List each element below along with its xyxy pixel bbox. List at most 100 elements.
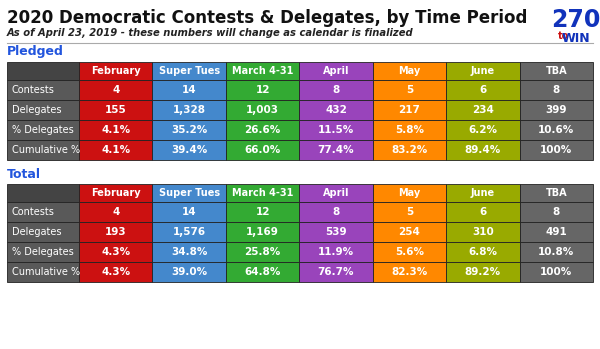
Bar xyxy=(7,140,79,160)
Text: Cumulative %: Cumulative % xyxy=(12,267,80,277)
Bar xyxy=(520,100,593,120)
Bar xyxy=(226,100,299,120)
Bar xyxy=(299,120,373,140)
Text: 8: 8 xyxy=(332,85,340,95)
Bar xyxy=(373,62,446,80)
Bar xyxy=(446,140,520,160)
Text: % Delegates: % Delegates xyxy=(12,125,74,135)
Text: 270: 270 xyxy=(551,8,600,32)
Text: WIN: WIN xyxy=(562,31,590,45)
Bar xyxy=(373,222,446,242)
Text: % Delegates: % Delegates xyxy=(12,247,74,257)
Text: 155: 155 xyxy=(105,105,127,115)
Text: Contests: Contests xyxy=(12,207,55,217)
Text: 6.2%: 6.2% xyxy=(469,125,497,135)
Bar xyxy=(373,262,446,282)
Text: 77.4%: 77.4% xyxy=(317,145,355,155)
Text: May: May xyxy=(398,188,421,198)
Text: 5: 5 xyxy=(406,207,413,217)
Bar xyxy=(299,80,373,100)
Text: 12: 12 xyxy=(256,207,270,217)
Bar xyxy=(446,120,520,140)
Text: 100%: 100% xyxy=(540,267,572,277)
Bar xyxy=(446,202,520,222)
Bar xyxy=(7,100,79,120)
Bar xyxy=(152,80,226,100)
Text: 8: 8 xyxy=(332,207,340,217)
Text: 1,328: 1,328 xyxy=(173,105,206,115)
Text: 4.1%: 4.1% xyxy=(101,145,130,155)
Text: 4: 4 xyxy=(112,85,119,95)
Bar xyxy=(520,242,593,262)
Bar xyxy=(7,202,79,222)
Text: 8: 8 xyxy=(553,85,560,95)
Text: 76.7%: 76.7% xyxy=(318,267,354,277)
Text: 10.6%: 10.6% xyxy=(538,125,574,135)
Bar xyxy=(79,202,152,222)
Text: 4.1%: 4.1% xyxy=(101,125,130,135)
Bar xyxy=(226,120,299,140)
Bar xyxy=(152,202,226,222)
Bar xyxy=(299,62,373,80)
Text: 89.4%: 89.4% xyxy=(465,145,501,155)
Text: 5.8%: 5.8% xyxy=(395,125,424,135)
Text: 4.3%: 4.3% xyxy=(101,247,130,257)
Text: 25.8%: 25.8% xyxy=(244,247,281,257)
Bar xyxy=(299,262,373,282)
Text: 66.0%: 66.0% xyxy=(244,145,281,155)
Text: 34.8%: 34.8% xyxy=(171,247,208,257)
Bar xyxy=(79,262,152,282)
Text: 310: 310 xyxy=(472,227,494,237)
Text: March 4-31: March 4-31 xyxy=(232,188,293,198)
Text: March 4-31: March 4-31 xyxy=(232,66,293,76)
Bar xyxy=(79,222,152,242)
Bar xyxy=(373,80,446,100)
Text: 1,003: 1,003 xyxy=(246,105,279,115)
Bar xyxy=(79,242,152,262)
Text: 6: 6 xyxy=(479,207,487,217)
Bar xyxy=(299,202,373,222)
Bar xyxy=(7,262,79,282)
Text: 83.2%: 83.2% xyxy=(391,145,428,155)
Bar xyxy=(520,80,593,100)
Bar xyxy=(79,62,152,80)
Bar xyxy=(446,242,520,262)
Text: Super Tues: Super Tues xyxy=(158,188,220,198)
Text: 35.2%: 35.2% xyxy=(171,125,207,135)
Bar xyxy=(226,80,299,100)
Bar xyxy=(79,140,152,160)
Text: 14: 14 xyxy=(182,207,196,217)
Bar xyxy=(446,184,520,202)
Text: February: February xyxy=(91,188,140,198)
Text: February: February xyxy=(91,66,140,76)
Text: TBA: TBA xyxy=(545,66,567,76)
Text: April: April xyxy=(323,188,349,198)
Text: 254: 254 xyxy=(398,227,421,237)
Bar xyxy=(299,242,373,262)
Bar xyxy=(446,62,520,80)
Text: June: June xyxy=(471,188,495,198)
Text: 5.6%: 5.6% xyxy=(395,247,424,257)
Bar xyxy=(446,100,520,120)
Bar xyxy=(226,242,299,262)
Text: 11.5%: 11.5% xyxy=(318,125,354,135)
Text: Pledged: Pledged xyxy=(7,45,64,59)
Text: 491: 491 xyxy=(545,227,567,237)
Bar xyxy=(152,262,226,282)
Text: April: April xyxy=(323,66,349,76)
Text: Total: Total xyxy=(7,168,41,180)
Text: to: to xyxy=(557,31,569,41)
Bar xyxy=(226,262,299,282)
Text: 10.8%: 10.8% xyxy=(538,247,574,257)
Bar xyxy=(299,184,373,202)
Bar xyxy=(373,100,446,120)
Bar xyxy=(7,222,79,242)
Bar xyxy=(79,184,152,202)
Bar xyxy=(7,184,79,202)
Text: 399: 399 xyxy=(545,105,567,115)
Text: 1,169: 1,169 xyxy=(246,227,279,237)
Bar xyxy=(373,120,446,140)
Bar xyxy=(7,80,79,100)
Text: 39.0%: 39.0% xyxy=(171,267,207,277)
Bar xyxy=(446,262,520,282)
